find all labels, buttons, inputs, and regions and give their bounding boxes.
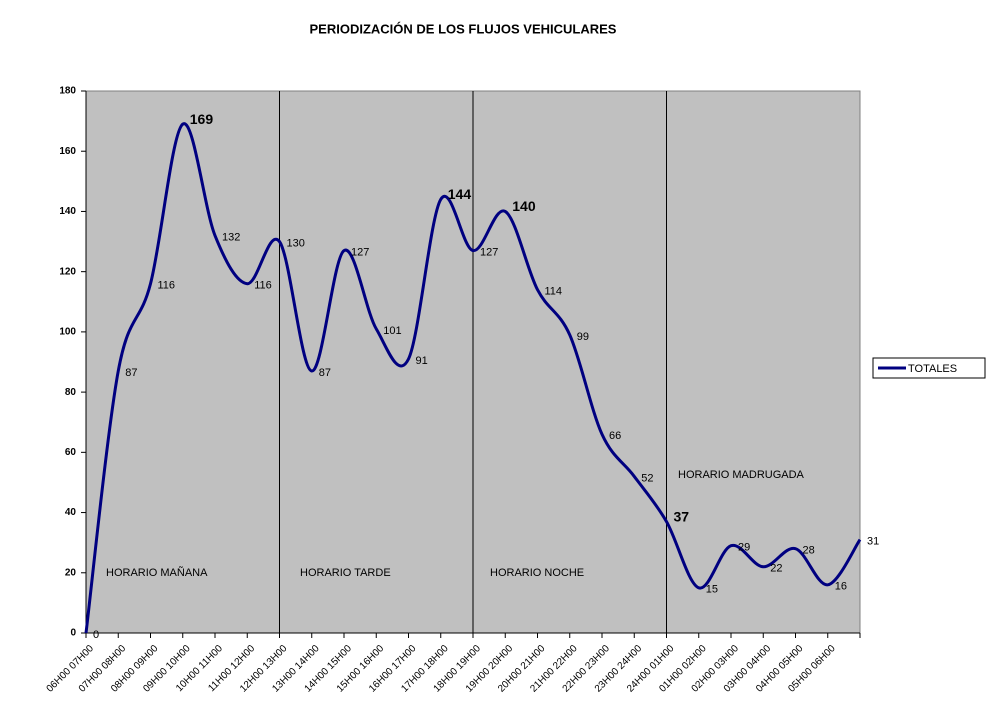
data-label: 169 [190,111,214,127]
data-label: 31 [867,536,879,548]
data-label: 127 [480,246,498,258]
data-label: 101 [383,325,401,337]
series-line [84,122,862,634]
data-label: 130 [287,237,305,249]
data-label: 15 [706,584,718,596]
data-label: 132 [222,231,240,243]
y-tick-label: 40 [65,507,77,518]
data-label: 22 [770,563,782,575]
data-label: 28 [803,545,815,557]
data-label: 140 [512,198,536,214]
data-label: 91 [416,355,428,367]
period-label: HORARIO TARDE [300,567,391,579]
y-tick-label: 160 [59,146,76,157]
y-tick-label: 100 [59,327,76,338]
data-label: 127 [351,246,369,258]
data-label: 87 [125,367,137,379]
y-tick-label: 120 [59,266,76,277]
chart-title: PERIODIZACIÓN DE LOS FLUJOS VEHICULARES [310,21,617,36]
period-label: HORARIO MAÑANA [106,566,208,579]
data-label: 114 [545,286,563,298]
y-tick-label: 140 [59,206,76,217]
y-tick-label: 80 [65,387,77,398]
y-tick-label: 20 [65,567,77,578]
period-label: HORARIO NOCHE [490,567,584,579]
data-label: 144 [448,186,472,202]
y-tick-label: 0 [70,628,76,639]
data-label: 87 [319,367,331,379]
data-label: 16 [835,581,847,593]
legend-box [872,357,986,379]
data-label: 116 [254,280,272,292]
data-label: 29 [738,542,750,554]
y-tick-label: 60 [65,447,77,458]
period-label: HORARIO MADRUGADA [678,469,805,481]
data-label: 99 [577,331,589,343]
legend-label: TOTALES [908,363,957,375]
data-label: 66 [609,430,621,442]
data-label: 52 [641,472,653,484]
data-label: 0 [93,629,99,641]
data-label: 116 [158,280,176,292]
data-label: 37 [674,508,690,524]
y-tick-label: 180 [59,86,76,97]
